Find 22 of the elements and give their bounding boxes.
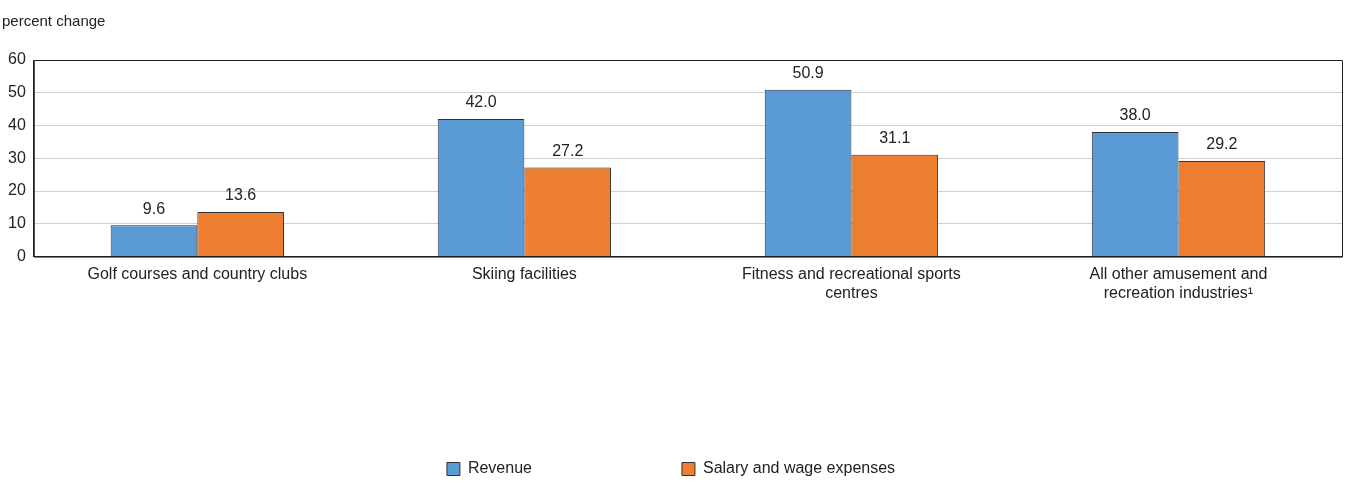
y-tick-label: 60: [8, 50, 26, 68]
data-label: 42.0: [465, 93, 497, 111]
x-tick-label: All other amusement and recreation industries¹: [1089, 264, 1268, 301]
data-label: 29.2: [1206, 135, 1238, 153]
y-tick-label: 0: [16, 247, 26, 265]
y-tick-label: 50: [8, 83, 26, 101]
x-tick-label: Skiing facilities: [471, 264, 577, 282]
data-label: 50.9: [792, 64, 824, 82]
y-tick-label: 10: [8, 214, 26, 232]
y-tick-label: 30: [8, 148, 26, 166]
data-label: 9.6: [142, 199, 166, 217]
data-label: 13.6: [225, 186, 257, 204]
x-tick-label: Fitness and recreational sports centres: [742, 264, 961, 301]
legend-label: Salary and wage expenses: [702, 459, 896, 477]
data-label: 31.1: [879, 129, 911, 147]
data-label: 27.2: [552, 141, 584, 159]
legend-label: Revenue: [467, 459, 533, 477]
y-axis-title: percent change: [2, 12, 106, 29]
x-tick-label: Golf courses and country clubs: [87, 264, 308, 282]
data-label: 38.0: [1119, 106, 1151, 124]
y-tick-label: 40: [8, 115, 26, 133]
y-tick-label: 20: [8, 181, 26, 199]
